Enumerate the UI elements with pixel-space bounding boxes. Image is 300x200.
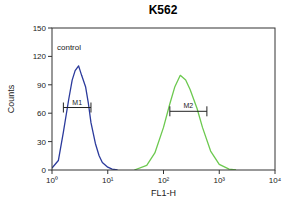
y-tick-label: 60 (37, 109, 46, 118)
y-tick (48, 113, 52, 114)
gate-label: M2 (183, 102, 193, 109)
x-tick-label: 10⁴ (269, 176, 282, 185)
x-tick (275, 170, 276, 174)
chart: K562 0 30 60 90 120 150 10⁰ 10¹ 10² 10³ 10⁴ FL1-H Cou… (0, 0, 300, 200)
x-label: FL1-H (151, 188, 176, 198)
gate-end (169, 106, 170, 116)
x-tick (219, 170, 220, 174)
gate-end (90, 103, 91, 113)
y-tick (48, 141, 52, 142)
gate-label: M1 (72, 99, 82, 106)
x-tick-label: 10¹ (102, 176, 114, 185)
x-tick-label: 10² (158, 176, 170, 185)
title: K562 (149, 3, 178, 17)
x-tick-label: 10⁰ (46, 176, 58, 185)
y-tick (48, 170, 52, 171)
y-tick-label: 0 (42, 166, 47, 175)
gate-end (63, 103, 64, 113)
plot-frame (52, 28, 275, 170)
y-tick-label: 120 (33, 52, 47, 61)
x-tick-label: 10³ (213, 176, 225, 185)
histogram-line (134, 75, 236, 170)
y-tick (48, 28, 52, 29)
x-tick (107, 170, 108, 174)
gate-bar (63, 107, 91, 108)
series-label: control (57, 43, 81, 52)
y-tick-label: 90 (37, 81, 46, 90)
y-tick (48, 56, 52, 57)
gate-end (206, 106, 207, 116)
plot-marks (52, 66, 236, 170)
y-tick-label: 30 (37, 138, 46, 147)
x-tick (163, 170, 164, 174)
y-label: Counts (6, 84, 16, 113)
y-tick (48, 84, 52, 85)
gate-bar (170, 111, 207, 112)
histogram-line (52, 66, 118, 170)
x-tick (52, 170, 53, 174)
y-tick-label: 150 (33, 24, 47, 33)
